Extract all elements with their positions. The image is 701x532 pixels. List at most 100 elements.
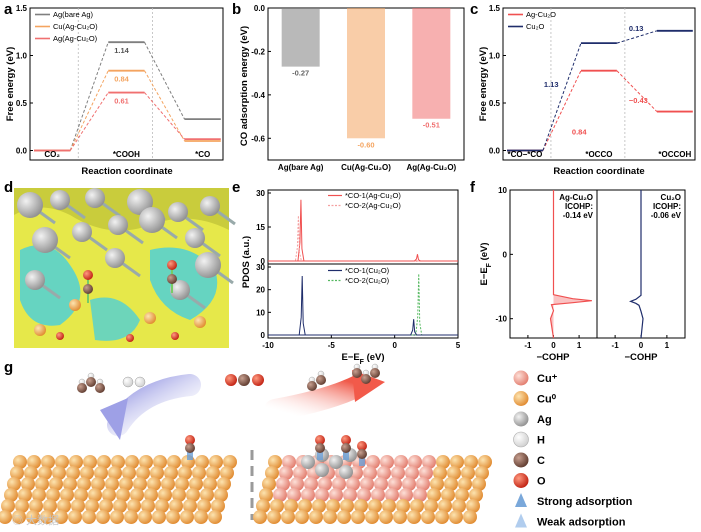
- cu0-atom: [161, 477, 175, 491]
- cu0-atom: [194, 510, 208, 524]
- cu0-atom: [119, 477, 133, 491]
- cu0-atom: [1, 499, 15, 513]
- cu0-atom: [52, 466, 66, 480]
- c-atom: [352, 368, 362, 378]
- cu0-atom: [66, 466, 80, 480]
- cu-plus-atom: [290, 477, 304, 491]
- panel-e-y-tick-label: 30: [256, 263, 265, 272]
- icohp-label: ICOHP:: [565, 202, 593, 211]
- cu0-atom: [127, 499, 141, 513]
- panel-f-y-ticks: 10 0 -10: [495, 186, 513, 324]
- cohp-system-name: Ag-Cu₂O: [559, 193, 593, 202]
- cu0-atom: [125, 455, 139, 469]
- panel-b-chart: 0.0 -0.2 -0.4 -0.6 -0.27 -0.60 -0.51 Ag(bare …: [239, 4, 465, 172]
- o-atom: [126, 334, 134, 342]
- panel-e-x-tick-label: 5: [456, 341, 461, 350]
- cu0-atom: [27, 455, 41, 469]
- cu-atom: [69, 299, 81, 311]
- cu0-atom: [217, 477, 231, 491]
- cu0-atom: [337, 510, 351, 524]
- ag-atom: [329, 455, 343, 469]
- cu0-atom: [183, 499, 197, 513]
- cu0-atom: [438, 499, 452, 513]
- cu0-atom: [223, 455, 237, 469]
- panel-e-x-label: E−EF (eV): [341, 352, 384, 366]
- cu0-atom: [368, 499, 382, 513]
- ag-atom: [72, 222, 92, 242]
- panel-e-y-tick-label: 20: [256, 286, 265, 295]
- ag-atom: [25, 270, 45, 290]
- cu-plus-atom: [391, 466, 405, 480]
- panel-e-x-tick-label: -10: [262, 341, 274, 350]
- panel-e-x-ticks: -10 -5 0 5: [262, 335, 461, 350]
- legend-label: Cu⁰: [537, 394, 557, 406]
- panel-a-y-label: Free energy (eV): [5, 47, 16, 121]
- panel-f-x-label-right: −COHP: [625, 352, 659, 363]
- cu0-atom: [466, 499, 480, 513]
- cu0-atom: [295, 510, 309, 524]
- panel-label-f: f: [470, 179, 476, 196]
- blue-arrow: [107, 374, 201, 436]
- cu-plus-atom: [405, 466, 419, 480]
- panel-e-legend-label: *CO-2(Ag-Cu₂O): [345, 201, 401, 210]
- panel-c-state-label: *OCCOH: [658, 150, 691, 159]
- panel-a-state-label: *CO: [195, 150, 210, 159]
- panel-a-frame: [29, 7, 224, 161]
- legend-label: Strong adsorption: [537, 496, 633, 508]
- cu-plus-atom: [360, 477, 374, 491]
- icohp-value: -0.14 eV: [563, 211, 594, 220]
- panel-a-connector-1-1: [69, 70, 109, 151]
- panel-c-connector-1-2: [616, 30, 658, 44]
- cu0-atom: [150, 466, 164, 480]
- panel-e-y-tick-label: 0: [261, 331, 266, 340]
- cu0-atom: [71, 499, 85, 513]
- pdos-co2-ag-cu2o: [268, 215, 458, 262]
- icohp-label: ICOHP:: [653, 202, 681, 211]
- panel-d-atoms: [17, 188, 236, 342]
- cu0-atom: [139, 455, 153, 469]
- cu0-atom: [256, 499, 270, 513]
- cu-plus-atom: [402, 477, 416, 491]
- cu-plus-atom: [399, 488, 413, 502]
- c-atom: [185, 443, 195, 453]
- ag-atom: [85, 188, 105, 208]
- cu0-atom: [475, 466, 489, 480]
- panel-b-value-label: -0.51: [423, 121, 440, 130]
- cu-plus-atom: [301, 488, 315, 502]
- cu-plus-atom: [357, 488, 371, 502]
- ag-atom: [17, 192, 43, 218]
- cu0-atom: [40, 510, 54, 524]
- pdos-co1-ag-cu2o: [268, 254, 458, 262]
- cu0-atom: [94, 466, 108, 480]
- cu0-atom: [189, 477, 203, 491]
- cu0-atom: [478, 455, 492, 469]
- cu0-atom: [38, 466, 52, 480]
- cu0-atom: [192, 466, 206, 480]
- ag-atom: [185, 228, 205, 248]
- cu0-atom: [382, 499, 396, 513]
- cu0-atom: [57, 499, 71, 513]
- panel-c-y-tick-label: 0.0: [489, 147, 501, 156]
- c-atom: [167, 274, 177, 284]
- panel-a-legend-label: Ag(bare Ag): [53, 10, 94, 19]
- panel-label-g: g: [4, 359, 13, 376]
- cu0-atom: [12, 510, 26, 524]
- cu0-atom: [4, 488, 18, 502]
- panel-a-value-label: 1.14: [114, 46, 129, 55]
- cu0-atom: [124, 510, 138, 524]
- panel-c-state-label: *OCCO: [585, 150, 612, 159]
- o-atom: [83, 270, 93, 280]
- panel-g-schematic: Cu⁺ Cu⁰ Ag HCO Strong adsorption Weak adsorpt…: [0, 363, 633, 529]
- panel-f-y-tick-label: 10: [498, 186, 507, 195]
- legend-label: Weak adsorption: [537, 517, 626, 529]
- cu0-atom: [455, 488, 469, 502]
- cu-plus-atom: [329, 488, 343, 502]
- cu0-atom: [262, 477, 276, 491]
- o-atom: [357, 441, 367, 451]
- panel-c-frame: [502, 7, 696, 161]
- panel-c-legend-label: Ag-Cu₂O: [526, 10, 556, 19]
- panel-d-charge-density: [14, 188, 236, 348]
- panel-f-y-label: E−EF (eV): [479, 242, 493, 285]
- cu0-atom: [253, 510, 267, 524]
- cu0-atom: [393, 510, 407, 524]
